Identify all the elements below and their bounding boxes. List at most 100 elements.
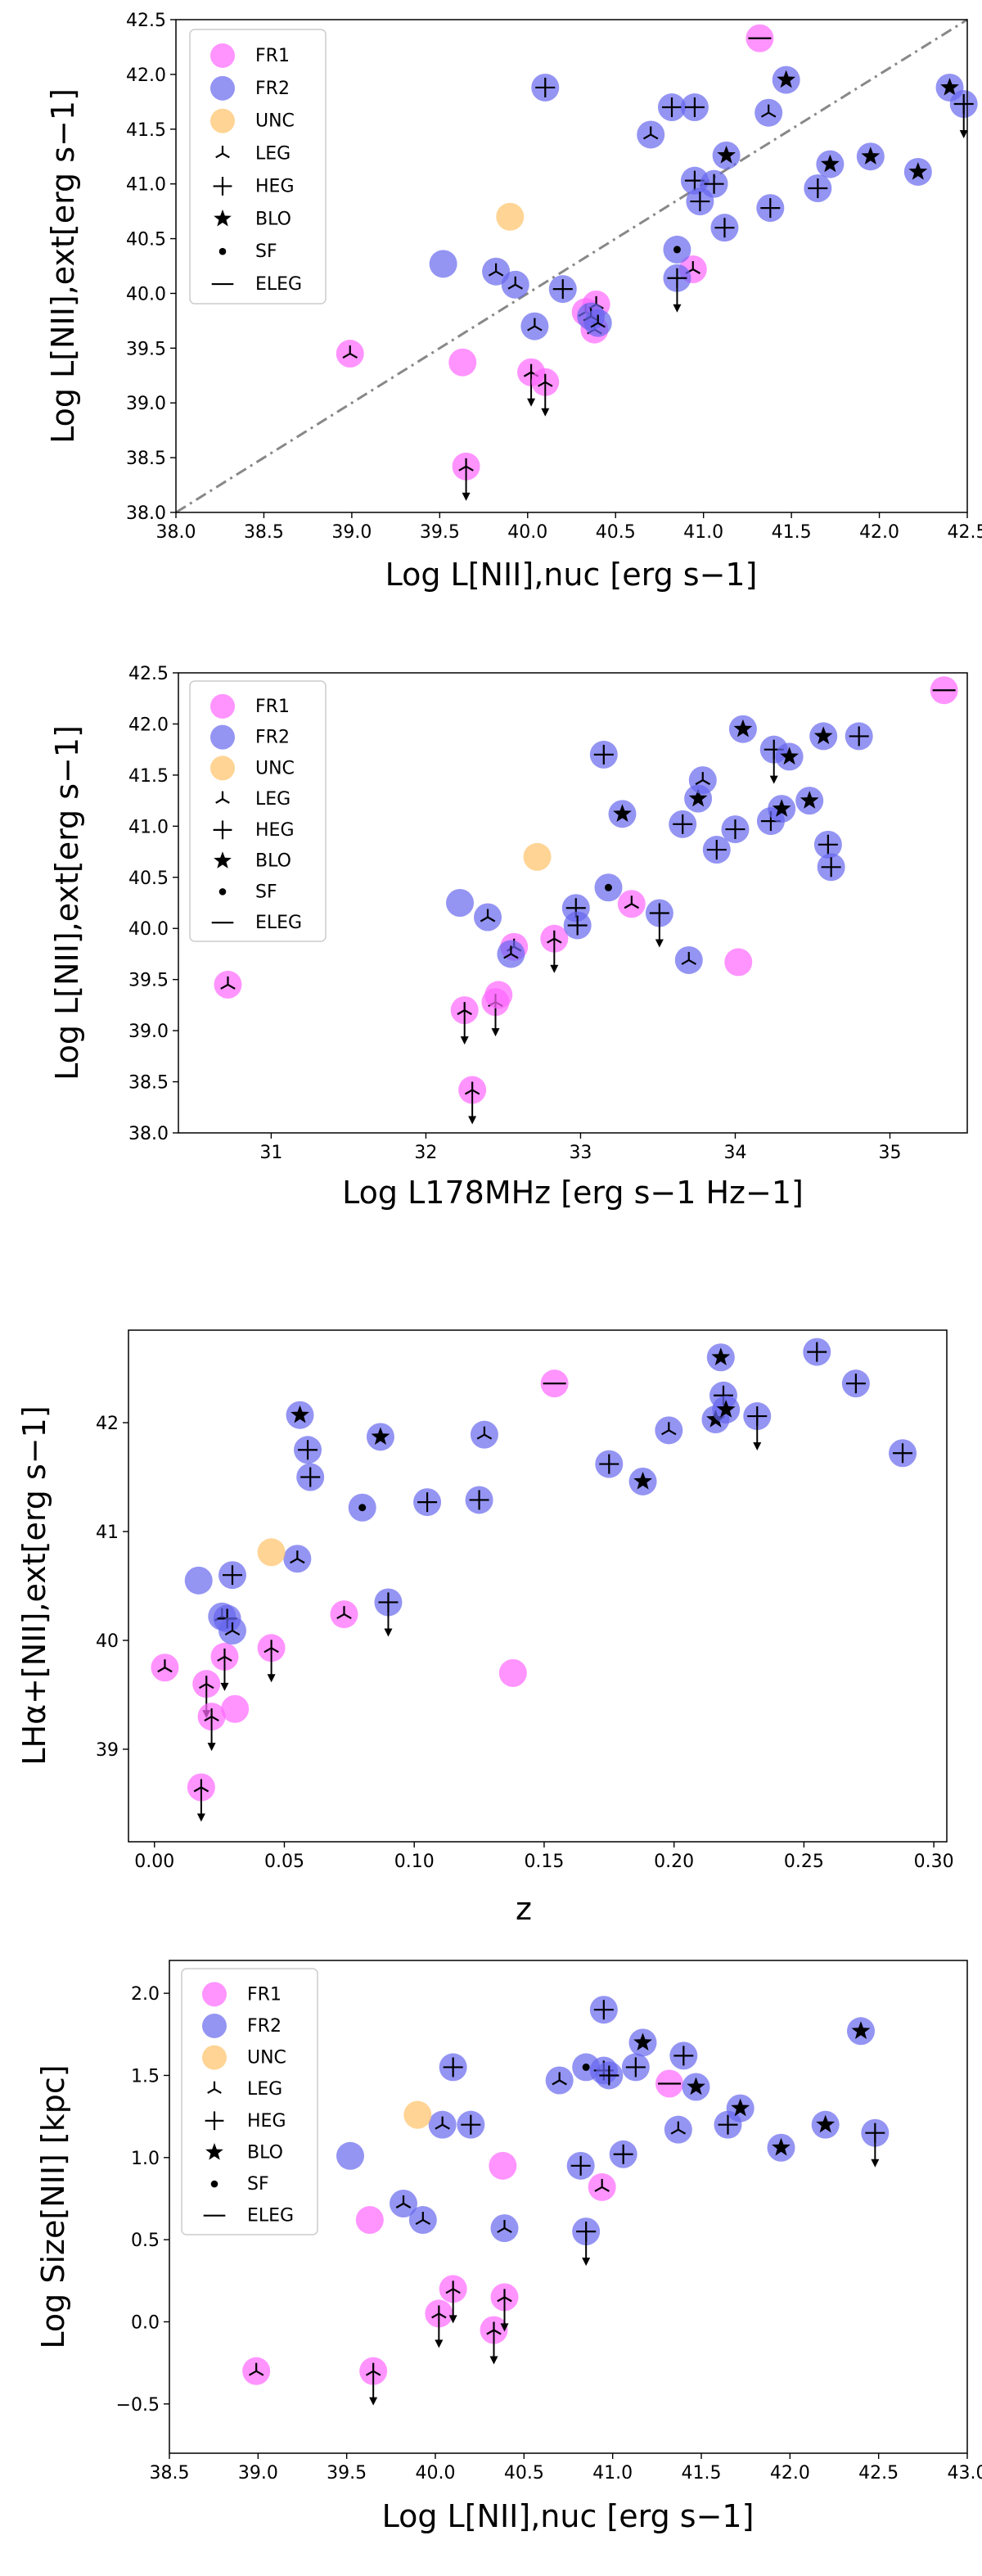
leg-marker-stroke xyxy=(642,133,651,140)
leg-marker-stroke xyxy=(590,322,599,328)
leg-marker-stroke xyxy=(264,1647,273,1653)
x-tick-label: 40.0 xyxy=(507,522,547,543)
leg-marker-stroke xyxy=(336,1613,345,1620)
blo-marker-star xyxy=(613,804,632,823)
legend-label: FR1 xyxy=(255,697,290,717)
data-point xyxy=(669,2041,698,2070)
blo-marker-star xyxy=(716,1400,736,1418)
data-point xyxy=(845,722,873,751)
upper-limit-arrow-head xyxy=(673,304,682,313)
data-point xyxy=(413,1488,442,1517)
legend: FR1 FR2 UNC LEG HEG BLO SF ELEG xyxy=(189,29,327,305)
data-point xyxy=(242,2357,271,2385)
data-point-circle xyxy=(184,1566,213,1595)
data-point xyxy=(721,815,750,844)
leg-marker-stroke xyxy=(445,2288,454,2294)
leg-marker-stroke xyxy=(476,1433,485,1440)
data-point xyxy=(702,836,731,864)
plot-frame xyxy=(175,19,968,513)
blo-marker-star xyxy=(214,209,232,227)
data-points xyxy=(336,24,978,501)
y-axis-label: Log L[NII],ext[erg s−1] xyxy=(49,725,85,1080)
y-tick-label: 39.0 xyxy=(126,394,166,414)
x-tick-label: 40.5 xyxy=(504,2463,544,2484)
sf-marker-dot xyxy=(673,246,681,254)
leg-marker-stroke xyxy=(453,2288,461,2294)
data-point xyxy=(903,157,932,186)
legend-entry: FR1 xyxy=(202,1982,282,2007)
y-axis-ticks: −0.5 0.0 0.5 1.0 1.5 2.0 xyxy=(116,1984,169,2416)
data-point xyxy=(439,2053,467,2082)
legend: FR1 FR2 UNC LEG HEG BLO SF ELEG xyxy=(189,680,327,942)
leg-marker-stroke xyxy=(204,1716,213,1722)
blo-marker-star xyxy=(687,2077,705,2096)
upper-limit-arrow-head xyxy=(468,1116,477,1125)
legend-frame xyxy=(181,1968,318,2235)
data-point xyxy=(663,264,691,313)
legend-entry: HEG xyxy=(205,2111,286,2132)
x-tick-label: 40.0 xyxy=(416,2463,456,2484)
data-point xyxy=(490,2283,519,2332)
data-point xyxy=(700,169,728,198)
data-point xyxy=(408,2206,437,2235)
plot-frame xyxy=(178,672,968,1134)
x-tick-label: 0.05 xyxy=(264,1852,304,1872)
x-axis-ticks: 38.0 38.5 39.0 39.5 40.0 40.5 41.0 41.5 42.0 42.5 xyxy=(156,512,982,543)
leg-marker-stroke xyxy=(365,2370,374,2376)
leg-marker-stroke xyxy=(527,325,535,332)
y-tick-label: 40 xyxy=(96,1631,119,1652)
x-tick-label: 35 xyxy=(878,1143,901,1163)
data-point xyxy=(452,452,480,501)
data-point xyxy=(403,2100,432,2129)
data-point xyxy=(608,800,637,828)
legend-entry: BLO xyxy=(214,209,291,229)
blo-marker-star xyxy=(291,1405,309,1423)
data-point xyxy=(540,1369,569,1398)
x-axis-label: z xyxy=(516,1891,532,1927)
data-point xyxy=(949,90,978,139)
y-tick-label: −0.5 xyxy=(116,2395,160,2416)
legend-entry: ELEG xyxy=(203,2206,294,2226)
y-tick-label: 1.5 xyxy=(131,2066,160,2087)
y-tick-label: 42.5 xyxy=(128,664,169,684)
y-tick-label: 42.0 xyxy=(126,65,166,86)
legend-entry: FR2 xyxy=(202,2013,282,2038)
data-point xyxy=(184,1566,213,1595)
upper-limit-arrow-head xyxy=(655,939,664,948)
blo-marker-star xyxy=(633,2032,652,2051)
leg-marker-stroke xyxy=(702,779,711,786)
leg-marker-stroke xyxy=(497,2227,506,2234)
x-tick-label: 41.5 xyxy=(772,522,812,543)
y-tick-label: 0.5 xyxy=(131,2231,160,2251)
data-point xyxy=(498,1658,527,1687)
leg-marker-stroke xyxy=(497,2296,506,2303)
leg-marker-stroke xyxy=(438,2312,447,2319)
data-point xyxy=(523,842,552,871)
blo-marker-star xyxy=(371,1427,390,1446)
data-point xyxy=(218,1561,246,1590)
legend-entry: UNC xyxy=(202,2045,286,2070)
y-tick-label: 40.0 xyxy=(128,919,169,940)
data-point xyxy=(359,2357,388,2406)
leg-marker-stroke xyxy=(534,325,543,332)
plot-frame xyxy=(128,1329,948,1843)
data-point xyxy=(286,1401,314,1429)
upper-limit-arrow-head xyxy=(220,1682,229,1691)
data-point xyxy=(540,924,569,973)
upper-limit-arrow-head xyxy=(462,492,471,501)
legend-label: ELEG xyxy=(247,2206,294,2226)
y-tick-label: 40.5 xyxy=(128,868,169,889)
data-point-circle xyxy=(429,250,457,278)
data-point xyxy=(755,98,783,127)
leg-marker-stroke xyxy=(688,959,697,965)
upper-limit-arrow-head xyxy=(959,130,968,139)
data-point-circle xyxy=(257,1538,286,1567)
y-tick-label: 41 xyxy=(96,1523,119,1543)
data-point xyxy=(861,2118,890,2168)
data-point xyxy=(294,1436,322,1464)
data-point xyxy=(336,2141,364,2170)
data-point xyxy=(374,1588,403,1637)
data-point-circle xyxy=(489,2151,517,2180)
